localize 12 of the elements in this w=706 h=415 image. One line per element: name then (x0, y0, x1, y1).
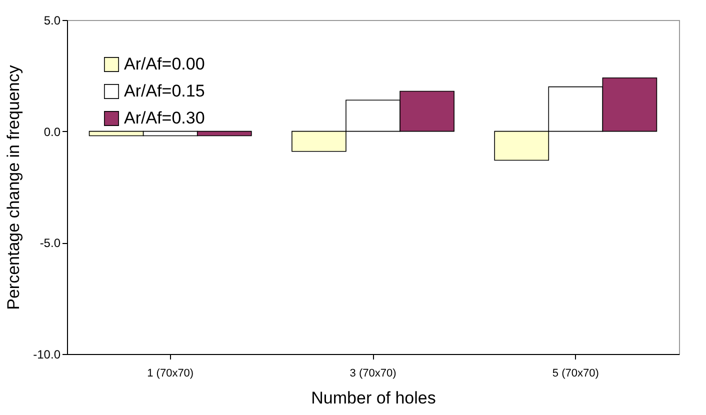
x-axis-title: Number of holes (311, 388, 436, 408)
y-tick-label: 5.0 (44, 14, 61, 28)
x-tick-label: 1 (70x70) (147, 368, 194, 380)
legend-label: Ar/Af=0.15 (124, 82, 205, 100)
x-tick-label: 3 (70x70) (350, 368, 396, 380)
y-tick-label: -5.0 (40, 236, 61, 250)
y-tick-label: -10.0 (33, 348, 61, 362)
legend-label: Ar/Af=0.00 (124, 54, 205, 74)
y-tick-label: 0.0 (44, 124, 61, 139)
x-tick-label: 5 (70x70) (552, 368, 599, 380)
legend-label: Ar/Af=0.30 (124, 108, 205, 128)
y-axis-title: Percentage change in frequency (4, 64, 24, 310)
